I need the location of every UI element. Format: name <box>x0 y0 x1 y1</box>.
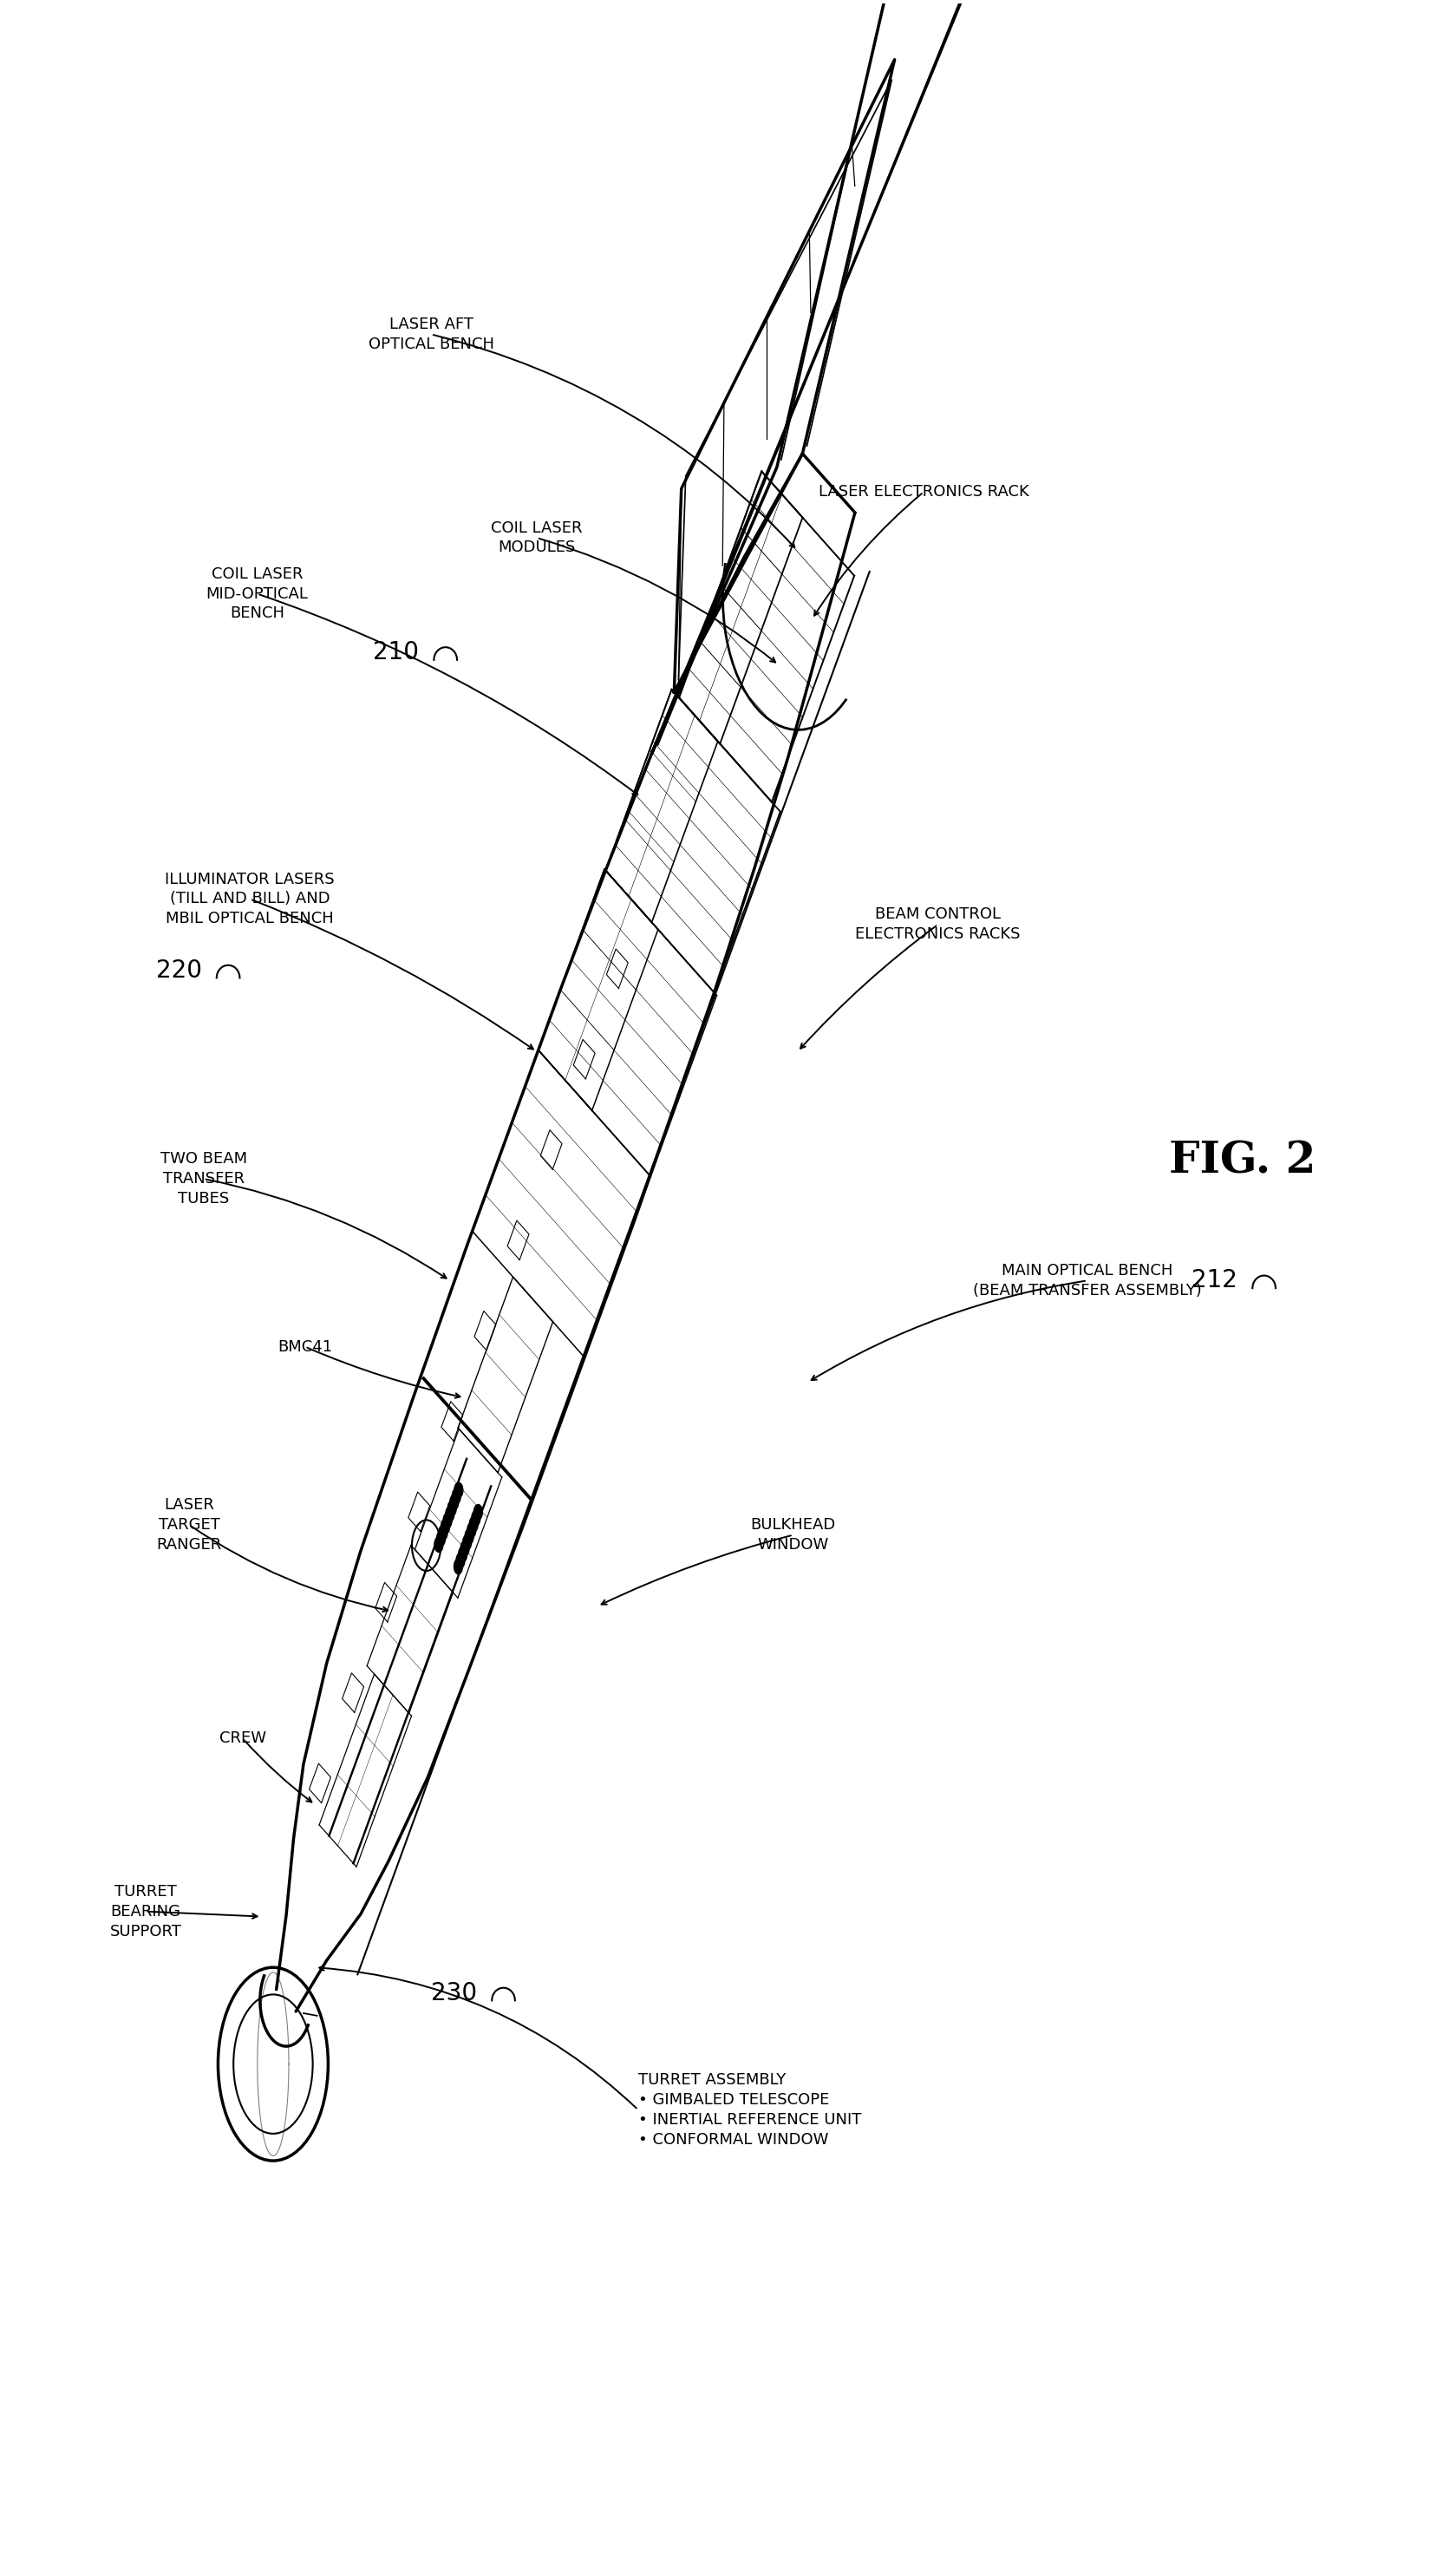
Circle shape <box>460 1541 469 1556</box>
Circle shape <box>456 1554 464 1569</box>
Text: LASER AFT
OPTICAL BENCH: LASER AFT OPTICAL BENCH <box>368 316 494 352</box>
Circle shape <box>438 1525 447 1541</box>
Text: TURRET ASSEMBLY
• GIMBALED TELESCOPE
• INERTIAL REFERENCE UNIT
• CONFORMAL WINDO: TURRET ASSEMBLY • GIMBALED TELESCOPE • I… <box>638 2071 862 2148</box>
Text: TWO BEAM
TRANSFER
TUBES: TWO BEAM TRANSFER TUBES <box>160 1151 248 1207</box>
Circle shape <box>446 1508 454 1523</box>
Text: FIG. 2: FIG. 2 <box>1169 1140 1316 1181</box>
Text: TURRET
BEARING
SUPPORT: TURRET BEARING SUPPORT <box>109 1883 182 1939</box>
Text: LASER ELECTRONICS RACK: LASER ELECTRONICS RACK <box>818 485 1029 500</box>
Circle shape <box>464 1528 473 1543</box>
Text: 212: 212 <box>1191 1268 1238 1293</box>
Circle shape <box>454 1482 463 1497</box>
Text: 210: 210 <box>373 640 419 663</box>
Circle shape <box>434 1536 443 1551</box>
Circle shape <box>447 1500 456 1515</box>
Circle shape <box>451 1490 460 1505</box>
Circle shape <box>469 1518 478 1531</box>
Text: ILLUMINATOR LASERS
(TILL AND BILL) AND
MBIL OPTICAL BENCH: ILLUMINATOR LASERS (TILL AND BILL) AND M… <box>165 872 335 926</box>
Circle shape <box>450 1495 459 1510</box>
Text: LASER
TARGET
RANGER: LASER TARGET RANGER <box>156 1497 221 1554</box>
Text: BULKHEAD
WINDOW: BULKHEAD WINDOW <box>751 1518 836 1554</box>
Circle shape <box>454 1559 463 1574</box>
Circle shape <box>472 1510 480 1525</box>
Circle shape <box>459 1546 467 1561</box>
Text: MAIN OPTICAL BENCH
(BEAM TRANSFER ASSEMBLY): MAIN OPTICAL BENCH (BEAM TRANSFER ASSEMB… <box>973 1263 1201 1298</box>
Text: CREW: CREW <box>220 1730 266 1747</box>
Circle shape <box>437 1531 446 1546</box>
Circle shape <box>443 1513 451 1528</box>
Circle shape <box>473 1505 482 1520</box>
Text: COIL LASER
MID-OPTICAL
BENCH: COIL LASER MID-OPTICAL BENCH <box>207 566 309 622</box>
Text: 230: 230 <box>431 1980 478 2005</box>
Text: BEAM CONTROL
ELECTRONICS RACKS: BEAM CONTROL ELECTRONICS RACKS <box>856 906 1021 941</box>
Circle shape <box>463 1536 472 1551</box>
Circle shape <box>441 1518 450 1533</box>
Text: BMC41: BMC41 <box>278 1339 332 1355</box>
Text: COIL LASER
MODULES: COIL LASER MODULES <box>491 520 582 556</box>
Text: 220: 220 <box>156 959 202 982</box>
Circle shape <box>467 1523 476 1538</box>
